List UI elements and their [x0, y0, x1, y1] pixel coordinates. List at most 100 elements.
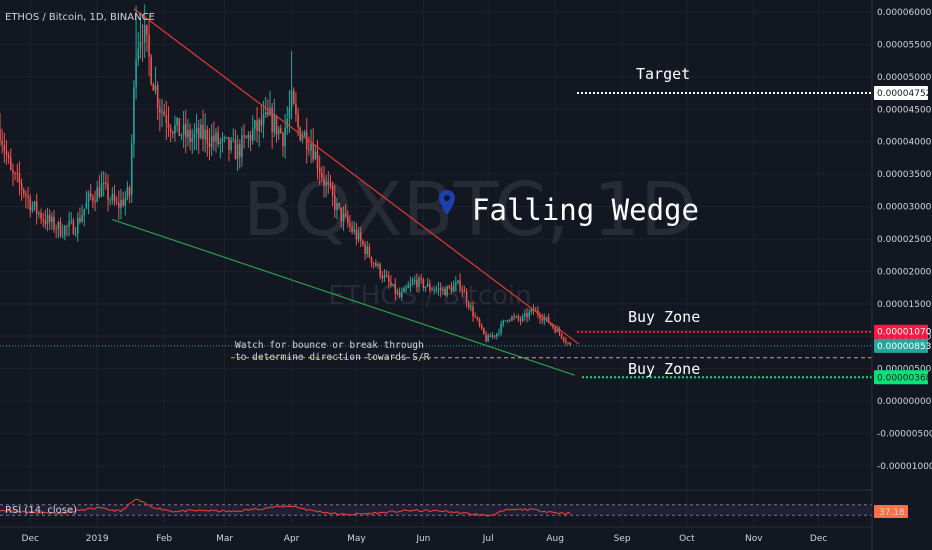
candle-body [232, 139, 235, 141]
candle-body [569, 342, 572, 345]
candle-body [55, 229, 57, 230]
candle-body [452, 285, 455, 292]
candle-body [122, 199, 124, 206]
candle-body [338, 202, 340, 208]
candle-body [541, 318, 543, 321]
candle-body [156, 85, 159, 108]
buy-zone-upper-label: Buy Zone [628, 308, 700, 326]
candle-body [161, 111, 163, 113]
candle-body [197, 127, 200, 139]
candle-body [506, 319, 509, 321]
candle-body [206, 129, 209, 144]
candle-body [346, 215, 349, 224]
candle-body [418, 277, 420, 288]
note-line-2: to determine direction towards S/R [235, 352, 430, 363]
candle-body [3, 144, 6, 151]
candle-body [508, 319, 511, 321]
candle-body [115, 201, 118, 203]
candle-body [424, 286, 427, 289]
candle-body [314, 151, 317, 160]
candle-body [372, 262, 375, 264]
candle-body [381, 275, 384, 279]
rsi-value-badge: 37.18 [874, 505, 908, 518]
candle-body [483, 327, 485, 335]
candle-body [565, 340, 567, 343]
candle-body [133, 87, 135, 144]
candle-body [264, 112, 267, 115]
candle-body [76, 217, 79, 234]
candle-body [448, 286, 451, 288]
candle-body [439, 288, 442, 291]
x-tick-label: Oct [679, 534, 695, 544]
candle-body [51, 216, 53, 223]
candle-body [16, 173, 19, 174]
candle-body [385, 275, 388, 277]
candle-body [247, 134, 250, 139]
y-tick-label: 0.00002500 [877, 235, 932, 245]
resistance-trendline[interactable] [133, 8, 580, 345]
candle-body [40, 212, 42, 219]
candle-body [89, 192, 92, 197]
candle-body [480, 325, 483, 328]
candle-body [403, 288, 405, 293]
time-axis[interactable]: Dec 2019 Feb Mar Apr May Jun Jul Aug Sep Oct Nov Dec [22, 534, 828, 544]
candle-body [163, 111, 165, 116]
candle-body [558, 328, 561, 334]
candle-body [0, 128, 1, 141]
candle-body [457, 280, 459, 283]
candle-body [130, 143, 133, 195]
candle-body [400, 292, 403, 298]
price-badge-current [874, 338, 928, 353]
candle-body [254, 120, 256, 129]
candle-body [100, 183, 103, 197]
price-axis[interactable]: 0.00006000 0.00005500 0.00005000 0.00004500… [877, 8, 932, 472]
candle-body [547, 317, 550, 324]
candle-body [230, 139, 232, 151]
candle-body [215, 132, 217, 142]
candle-body [429, 283, 431, 290]
candle-body [362, 240, 364, 245]
candle-body [107, 184, 109, 201]
x-tick-label: Apr [284, 534, 300, 544]
candle-body [12, 169, 14, 174]
candle-body [435, 288, 438, 290]
candle-body [422, 279, 425, 289]
candle-body [178, 118, 181, 137]
candle-body [1, 140, 3, 145]
candle-body [187, 129, 189, 138]
x-tick-label: 2019 [86, 534, 109, 544]
candle-body [42, 218, 44, 221]
candle-body [256, 120, 258, 132]
candle-body [357, 232, 360, 240]
candle-body [109, 200, 111, 201]
support-trendline[interactable] [112, 218, 575, 376]
candle-body [44, 220, 47, 224]
candle-body [5, 150, 8, 156]
candle-body [226, 137, 228, 138]
candle-body [459, 280, 461, 290]
candle-body [208, 143, 211, 148]
candle-body [312, 143, 314, 160]
candle-body [204, 129, 206, 140]
candle-body [344, 213, 347, 216]
buy-zone-lower-label: Buy Zone [628, 360, 700, 378]
candle-body [487, 335, 489, 342]
candle-body [442, 288, 444, 291]
candle-body [228, 137, 230, 151]
candle-body [213, 135, 215, 142]
candle-body [241, 135, 243, 158]
candle-body [502, 320, 505, 324]
price-badge-buy_zone_upper [874, 324, 928, 339]
candle-body [219, 141, 222, 145]
candle-body [14, 173, 16, 174]
candle-body [120, 199, 122, 208]
candle-body [530, 308, 533, 312]
candle-body [554, 327, 556, 332]
candle-body [277, 128, 280, 135]
candle-body [191, 138, 194, 143]
candle-body [323, 177, 325, 186]
chart-grid [0, 0, 872, 527]
x-tick-label: Feb [156, 534, 172, 544]
candle-body [392, 284, 394, 286]
